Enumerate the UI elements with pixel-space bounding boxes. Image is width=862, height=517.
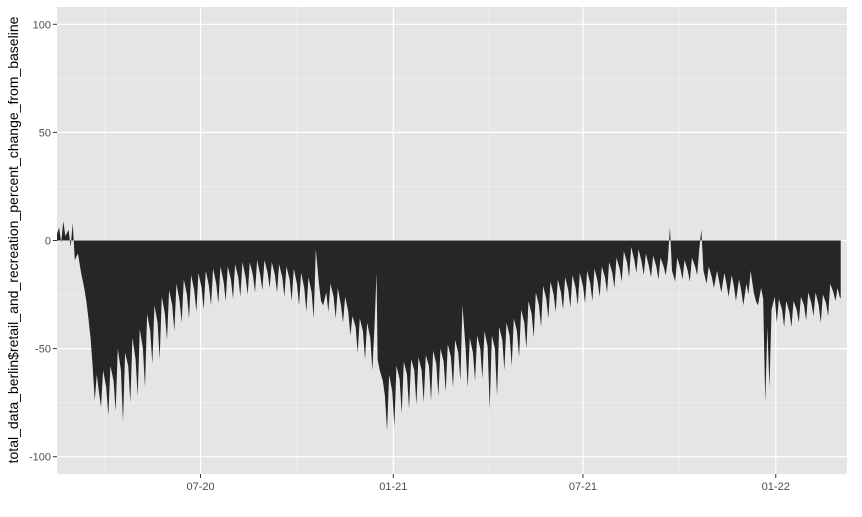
x-tick-label: 01-22 (762, 481, 790, 493)
y-tick-label: 50 (39, 127, 51, 139)
y-axis-title: total_data_berlin$retail_and_recreation_… (5, 16, 21, 463)
y-tick-label: -50 (35, 344, 51, 356)
x-axis: 07-20 01-21 07-21 01-22 (186, 474, 790, 493)
y-tick-label: -100 (29, 452, 51, 464)
y-tick-label: 0 (45, 236, 51, 248)
y-tick-label: 100 (33, 19, 51, 31)
x-tick-label: 01-21 (379, 481, 407, 493)
area-series (57, 221, 841, 431)
x-tick-label: 07-20 (186, 481, 214, 493)
x-tick-label: 07-21 (569, 481, 597, 493)
y-axis: -100 -50 0 50 100 (29, 19, 57, 464)
